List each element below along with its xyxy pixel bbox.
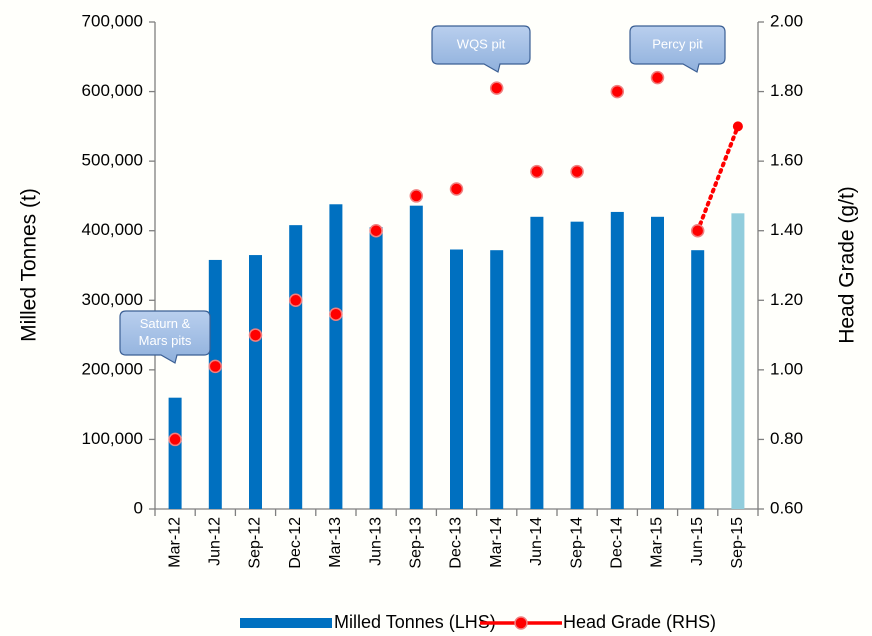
x-tick-label: Jun-14 [528, 517, 545, 566]
callout-text: Percy pit [652, 36, 703, 51]
y2-tick-label: 1.60 [770, 151, 803, 170]
line [695, 124, 740, 233]
x-tick-label: Mar-12 [166, 517, 183, 568]
legend-swatch [240, 618, 332, 628]
x-tick-label: Sep-14 [568, 517, 585, 569]
y2-tick-label: 2.00 [770, 11, 803, 30]
y2-tick-label: 1.40 [770, 220, 803, 239]
y2-tick-label: 1.80 [770, 81, 803, 100]
bar [369, 227, 383, 509]
point [489, 81, 504, 95]
point [732, 121, 743, 132]
bar [610, 211, 624, 509]
y-tick-label: 400,000 [82, 220, 143, 239]
point [329, 307, 343, 321]
point [570, 164, 584, 179]
x-tick-label: Sep-15 [729, 517, 746, 569]
bar [651, 216, 664, 510]
y2-tick-label: 1.00 [770, 359, 803, 378]
point [288, 293, 303, 308]
point [409, 189, 424, 203]
x-tick-label: Mar-13 [327, 517, 344, 568]
callout-text: Mars pits [139, 333, 192, 348]
y-tick-label: 300,000 [82, 290, 143, 309]
x-tick-label: Dec-14 [609, 517, 626, 569]
x-tick-label: Dec-13 [448, 517, 465, 569]
x-tick-label: Mar-15 [649, 517, 666, 568]
callout-text: Saturn & [140, 316, 191, 331]
bar [208, 259, 222, 509]
point [610, 84, 625, 99]
y-tick-label: 600,000 [82, 81, 143, 100]
legend-swatch [514, 616, 528, 630]
y2-tick-label: 0.60 [770, 498, 803, 517]
x-tick-label: Mar-14 [488, 517, 505, 568]
callout [119, 310, 211, 364]
bar [409, 205, 423, 509]
y-tick-label: 200,000 [82, 359, 143, 378]
point [168, 432, 182, 447]
point [449, 182, 464, 196]
point [530, 164, 544, 179]
point [690, 223, 705, 238]
y2-tick-label: 1.20 [770, 290, 803, 309]
x-tick-label: Jun-12 [207, 517, 224, 566]
bar [731, 213, 745, 510]
bar [530, 216, 544, 510]
point [208, 359, 223, 374]
bar [249, 255, 262, 509]
y-axis-label: Milled Tonnes (t) [18, 188, 41, 342]
bar [329, 204, 343, 509]
x-tick-label: Jun-15 [689, 517, 706, 566]
y-tick-label: 0 [134, 498, 143, 517]
x-tick-label: Dec-12 [287, 517, 304, 569]
bar [570, 221, 584, 510]
bar [289, 225, 303, 510]
point [248, 328, 263, 342]
point [369, 223, 383, 238]
y2-axis-label: Head Grade (g/t) [836, 186, 859, 344]
callout-text: WQS pit [457, 36, 506, 51]
callout [629, 25, 726, 73]
point [650, 70, 665, 85]
y-tick-label: 700,000 [82, 11, 143, 30]
bar [490, 250, 504, 510]
x-tick-label: Jun-13 [367, 517, 384, 566]
y-tick-label: 100,000 [82, 429, 143, 448]
bar [168, 397, 182, 509]
y2-tick-label: 0.80 [770, 429, 803, 448]
x-tick-label: Sep-12 [247, 517, 264, 569]
bar [450, 249, 463, 509]
x-tick-label: Sep-13 [408, 517, 425, 569]
legend-label: Milled Tonnes (LHS) [334, 612, 496, 632]
callout [431, 25, 531, 73]
legend-label: Head Grade (RHS) [563, 612, 716, 632]
bar [691, 250, 705, 510]
y-tick-label: 500,000 [82, 151, 143, 170]
